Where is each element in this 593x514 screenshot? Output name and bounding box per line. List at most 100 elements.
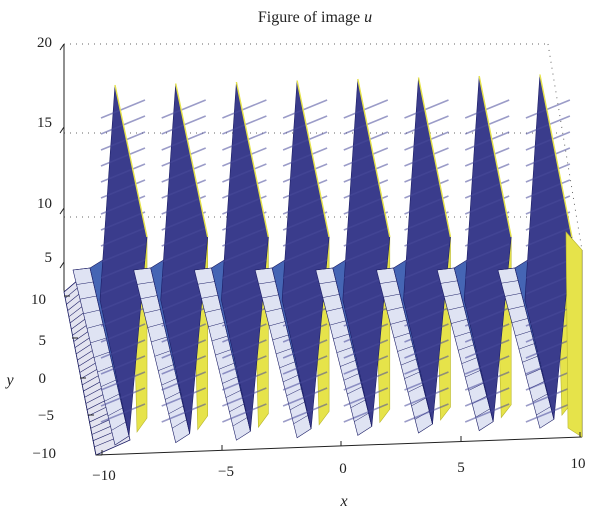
stripe-line bbox=[464, 147, 510, 167]
hatch-line bbox=[211, 335, 228, 342]
hatch-line bbox=[400, 358, 417, 366]
stripe-line bbox=[161, 99, 207, 119]
hatch-line bbox=[447, 306, 465, 311]
stripe-line bbox=[100, 387, 146, 407]
y-tick-10: 10 bbox=[31, 292, 46, 308]
hatch-line bbox=[172, 419, 187, 429]
stripe-line bbox=[161, 291, 207, 311]
hatch-line bbox=[497, 267, 515, 271]
hatch-line bbox=[76, 281, 94, 285]
y-axis-label: y bbox=[4, 372, 14, 389]
hatch-line bbox=[90, 337, 107, 344]
stripe-line bbox=[161, 307, 207, 327]
hatch-line bbox=[194, 267, 212, 271]
hatch-line bbox=[451, 318, 468, 324]
stripe-line bbox=[100, 291, 146, 311]
stripe-line bbox=[525, 355, 571, 375]
stripe-line bbox=[343, 131, 389, 151]
stripe-line bbox=[222, 291, 267, 311]
fin-crest-1 bbox=[114, 84, 148, 238]
stripe-line bbox=[161, 259, 207, 279]
stripe-line bbox=[222, 403, 267, 423]
fin-crest-5 bbox=[357, 78, 391, 238]
stripe-line bbox=[525, 387, 571, 407]
z-tick-mark bbox=[59, 126, 65, 134]
hatch-line bbox=[354, 412, 369, 422]
stripe-line bbox=[404, 131, 449, 151]
hatch-line bbox=[161, 378, 177, 386]
hatch-line bbox=[276, 348, 292, 355]
hatch-line bbox=[165, 391, 181, 400]
hatch-line bbox=[347, 386, 363, 395]
stripe-line bbox=[100, 259, 146, 279]
stripe-line bbox=[282, 355, 328, 375]
z-tick-20: 20 bbox=[37, 35, 52, 51]
stripe-line bbox=[464, 323, 510, 343]
stripe-line bbox=[282, 99, 328, 119]
hatch-line bbox=[319, 280, 337, 285]
stripe-line bbox=[282, 291, 328, 311]
stripe-line bbox=[100, 371, 146, 391]
stripe-line bbox=[464, 403, 510, 423]
stripe-line bbox=[525, 307, 571, 327]
hatch-line bbox=[454, 331, 471, 338]
stripe-line bbox=[464, 115, 510, 135]
hatch-line bbox=[340, 360, 356, 367]
stripe-line bbox=[282, 307, 328, 327]
x-tick-minus10: −10 bbox=[92, 468, 115, 484]
stripe-line bbox=[282, 403, 328, 423]
hatch-line bbox=[515, 330, 532, 337]
hatch-line bbox=[137, 281, 154, 285]
hatch-line bbox=[440, 280, 458, 284]
stripe-line bbox=[161, 179, 207, 199]
stripe-line bbox=[464, 227, 510, 247]
stripe-line bbox=[282, 115, 328, 135]
stripe-line bbox=[282, 179, 328, 199]
stripe-line bbox=[161, 195, 207, 215]
stripe-line bbox=[404, 371, 449, 391]
hatch-line bbox=[393, 332, 410, 339]
stripe-line bbox=[343, 99, 389, 119]
stripe-line bbox=[222, 211, 267, 231]
hatch-line bbox=[201, 294, 218, 299]
stripe-line bbox=[100, 211, 146, 231]
stripe-line bbox=[100, 147, 146, 167]
stripe-line bbox=[525, 227, 571, 247]
hatch-line bbox=[522, 355, 538, 363]
hatch-line bbox=[336, 346, 353, 353]
stripe-line bbox=[464, 259, 510, 279]
stripe-line bbox=[404, 323, 449, 343]
z-tick-mark bbox=[59, 261, 65, 269]
hatch-line bbox=[225, 390, 241, 398]
stripe-line bbox=[161, 403, 207, 423]
hatch-line bbox=[204, 308, 222, 313]
stripe-line bbox=[343, 243, 389, 263]
stripe-line bbox=[464, 339, 510, 359]
stripe-line bbox=[222, 227, 267, 247]
hatch-line bbox=[147, 322, 164, 328]
hatch-line bbox=[376, 267, 394, 271]
hatch-line bbox=[218, 362, 235, 370]
x-tick-10: 10 bbox=[571, 456, 586, 472]
stripe-line bbox=[100, 403, 146, 423]
stripe-line bbox=[343, 291, 389, 311]
stripe-line bbox=[404, 355, 449, 375]
hatch-line bbox=[465, 370, 481, 378]
z-tick-mark bbox=[59, 207, 65, 215]
stripe-line bbox=[343, 163, 389, 183]
hatch-line bbox=[397, 345, 414, 352]
stripe-line bbox=[525, 291, 571, 311]
stripe-line bbox=[100, 339, 146, 359]
stripe-line bbox=[404, 291, 449, 311]
fin-crest-7 bbox=[478, 75, 512, 238]
hatch-line bbox=[133, 267, 151, 271]
stripe-line bbox=[525, 403, 571, 423]
hatch-line bbox=[279, 361, 295, 369]
x-tick-minus5: −5 bbox=[218, 464, 234, 480]
grid-lines bbox=[64, 43, 583, 251]
stripe-line bbox=[222, 163, 267, 183]
stripe-line bbox=[161, 323, 207, 343]
stripe-line bbox=[161, 243, 207, 263]
z-tick-mark bbox=[59, 43, 65, 51]
hatch-line bbox=[501, 280, 519, 284]
